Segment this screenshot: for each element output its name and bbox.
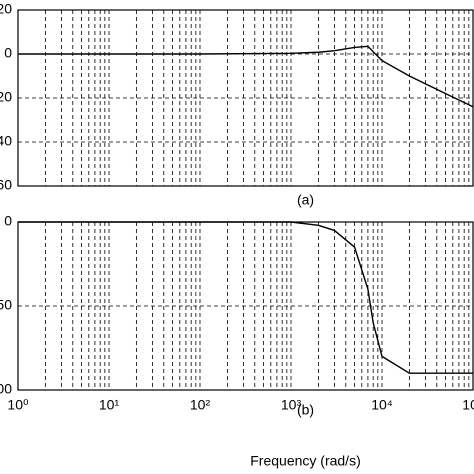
plot-frame — [17, 9, 474, 187]
y-tick-label: -40 — [0, 133, 12, 149]
y-tick-label: 0 — [4, 45, 12, 61]
x-tick-label: 10³ — [281, 397, 302, 413]
y-tick-label: 0 — [4, 213, 12, 229]
x-axis-label: Frequency (rad/s) — [250, 453, 360, 469]
y-tick-label: 20 — [0, 1, 12, 17]
x-tick-label: 10⁴ — [371, 397, 393, 413]
series-line — [18, 45, 474, 108]
x-tick-label: 10⁰ — [7, 397, 29, 413]
y-tick-label: -20 — [0, 89, 12, 105]
series-line — [18, 221, 473, 374]
x-tick-label: 10¹ — [99, 397, 120, 413]
x-tick-label: 10⁵ — [462, 397, 474, 413]
y-tick-label: -100 — [0, 381, 12, 397]
y-tick-label: -50 — [0, 297, 12, 313]
x-tick-label: 10² — [190, 397, 211, 413]
caption: (b) — [297, 402, 314, 418]
y-tick-label: -60 — [0, 177, 12, 193]
caption: (a) — [297, 192, 314, 208]
